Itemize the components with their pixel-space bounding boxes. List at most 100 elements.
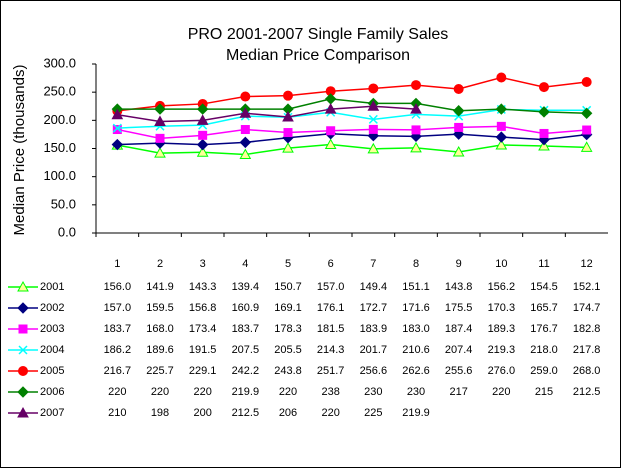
data-point [154, 147, 166, 158]
data-point [155, 133, 165, 143]
data-point [324, 138, 337, 150]
table-value: 154.5 [530, 281, 558, 293]
table-value: 200 [193, 407, 211, 419]
y-axis-label: Median Price (thousands) [11, 65, 28, 236]
table-value: 156.0 [104, 281, 132, 293]
series-line [117, 76, 587, 112]
x-tick-label: 1 [114, 258, 120, 270]
table-value: 238 [321, 386, 339, 398]
data-point [452, 145, 465, 157]
table-value: 205.5 [274, 344, 302, 356]
data-point [411, 80, 421, 91]
data-point [196, 114, 209, 125]
legend-marker [18, 366, 28, 376]
table-value: 219.3 [488, 344, 516, 356]
chart-subtitle: Median Price Comparison [226, 47, 410, 64]
table-value: 172.7 [360, 302, 388, 314]
x-tick-label: 11 [538, 258, 549, 270]
data-point [410, 103, 422, 114]
table-value: 178.3 [274, 323, 302, 335]
data-point [538, 139, 550, 151]
x-tick-label: 12 [581, 258, 593, 270]
legend-marker [18, 324, 28, 334]
data-point [196, 146, 209, 157]
x-tick-label: 10 [495, 258, 507, 270]
table-value: 157.0 [104, 302, 132, 314]
legend-label: 2005 [40, 365, 64, 377]
data-point [495, 138, 508, 150]
data-point [282, 142, 294, 153]
table-value: 175.5 [445, 302, 473, 314]
y-tick-label: 200.0 [43, 112, 76, 127]
legend-label: 2003 [40, 323, 64, 335]
table-value: 186.2 [104, 344, 132, 356]
table-value: 160.9 [232, 302, 260, 314]
table-value: 182.8 [573, 323, 601, 335]
table-value: 183.0 [402, 323, 430, 335]
table-value: 189.6 [146, 344, 174, 356]
y-tick-label: 0.0 [58, 224, 76, 239]
table-value: 212.5 [573, 386, 601, 398]
data-point [112, 125, 122, 135]
table-value: 201.7 [360, 344, 388, 356]
table-value: 220 [151, 386, 169, 398]
table-value: 171.6 [402, 302, 430, 314]
table-value: 243.8 [274, 365, 302, 377]
data-point [368, 124, 378, 134]
legend-label: 2001 [40, 281, 64, 293]
data-point [283, 90, 293, 101]
data-point [539, 128, 549, 138]
x-tick-label: 7 [370, 258, 376, 270]
table-value: 150.7 [274, 281, 302, 293]
series-line [117, 143, 587, 156]
table-value: 187.4 [445, 323, 473, 335]
data-point [239, 148, 252, 159]
table-value: 198 [151, 407, 169, 419]
data-point [580, 107, 593, 119]
data-point [452, 105, 465, 117]
x-tick-label: 9 [456, 258, 462, 270]
table-value: 230 [364, 386, 382, 398]
table-value: 183.9 [360, 323, 388, 335]
data-point [581, 77, 592, 88]
data-point [496, 121, 506, 131]
table-value: 207.5 [232, 344, 260, 356]
legend-marker [17, 406, 29, 418]
table-value: 176.1 [317, 302, 345, 314]
table-value: 141.9 [146, 281, 174, 293]
table-value: 215 [535, 386, 553, 398]
y-tick-label: 50.0 [51, 196, 76, 211]
series-line [117, 105, 417, 123]
data-point [367, 142, 380, 154]
data-point [282, 110, 294, 122]
legend-marker [17, 302, 29, 314]
table-value: 181.5 [317, 323, 345, 335]
data-point [111, 108, 124, 120]
table-value: 219.9 [402, 407, 430, 419]
data-point [496, 72, 507, 83]
legend-marker [17, 386, 29, 398]
table-value: 176.7 [530, 323, 558, 335]
table-value: 251.7 [317, 365, 345, 377]
x-tick-label: 6 [328, 258, 334, 270]
data-point [154, 115, 166, 126]
data-point [111, 138, 124, 151]
table-value: 165.7 [530, 302, 558, 314]
table-value: 206 [279, 407, 297, 419]
legend-label: 2006 [40, 386, 64, 398]
data-point [196, 103, 209, 115]
data-point [154, 103, 166, 115]
table-value: 170.3 [488, 302, 516, 314]
y-tick-label: 150.0 [43, 140, 76, 155]
table-value: 217 [449, 386, 467, 398]
data-point [240, 91, 251, 102]
table-value: 210.6 [402, 344, 430, 356]
table-value: 152.1 [573, 281, 601, 293]
table-value: 230 [407, 386, 425, 398]
table-value: 220 [108, 386, 126, 398]
table-value: 242.2 [232, 365, 260, 377]
data-point [453, 84, 464, 95]
legend-label: 2004 [40, 344, 64, 356]
table-value: 268.0 [573, 365, 601, 377]
table-value: 276.0 [488, 365, 516, 377]
